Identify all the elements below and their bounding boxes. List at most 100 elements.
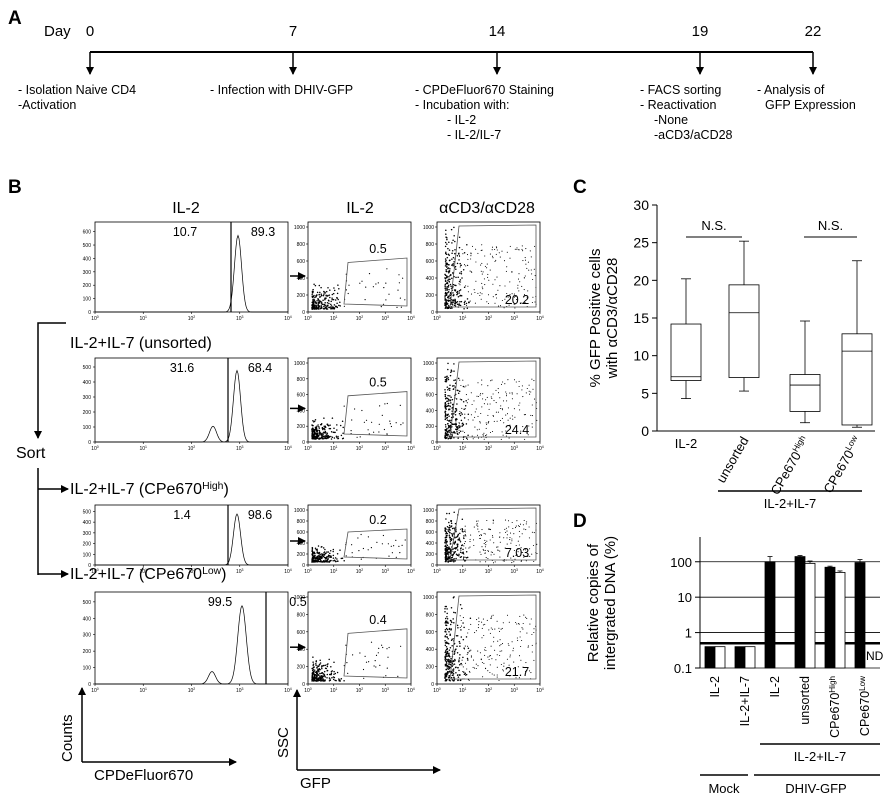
event-dot <box>458 429 460 431</box>
event-dot <box>499 397 501 399</box>
event-dot <box>454 424 457 426</box>
event-dot <box>486 396 488 398</box>
event-dot <box>484 541 487 544</box>
event-dot <box>467 632 469 634</box>
gate-percent: 7.03 <box>505 546 529 560</box>
event-dot <box>489 655 492 657</box>
event-dot <box>445 306 447 308</box>
event-dot <box>317 668 319 670</box>
event-dot <box>481 262 483 264</box>
event-dot <box>326 561 328 563</box>
event-dot <box>481 293 483 295</box>
event-dot <box>317 436 319 438</box>
event-dot <box>485 649 487 652</box>
event-dot <box>459 289 462 291</box>
event-dot <box>336 424 338 426</box>
event-dot <box>451 304 454 306</box>
event-dot <box>455 635 458 637</box>
text-part: 10 <box>236 569 242 575</box>
event-dot <box>476 434 479 436</box>
event-dot <box>526 387 528 390</box>
event-dot <box>529 393 531 395</box>
event-dot <box>315 302 318 305</box>
event-dot <box>460 384 462 387</box>
event-dot <box>471 435 473 437</box>
event-dot <box>459 540 462 543</box>
event-dot <box>447 304 450 307</box>
event-dot <box>445 376 447 378</box>
event-dot <box>312 437 315 440</box>
event-dot <box>325 434 327 437</box>
event-dot <box>324 306 327 309</box>
event-dot <box>519 636 521 638</box>
event-dot <box>330 308 332 310</box>
y-axis-label: with αCD3/αCD28 <box>604 258 621 380</box>
event-dot <box>460 547 462 549</box>
x-tick-label: 100 <box>304 315 312 322</box>
event-dot <box>524 438 526 440</box>
event-dot <box>533 659 535 661</box>
event-dot <box>481 286 483 288</box>
y-tick-label: 400 <box>297 541 306 547</box>
y-tick-label: 100 <box>83 297 92 303</box>
event-dot <box>465 547 467 549</box>
event-dot <box>329 552 331 555</box>
event-dot <box>486 423 488 425</box>
event-dot <box>522 524 524 526</box>
sort-bracket <box>34 322 66 439</box>
event-dot <box>445 251 447 254</box>
event-dot <box>313 298 315 300</box>
event-dot <box>497 546 499 548</box>
event-dot <box>528 537 530 539</box>
event-dot <box>523 528 525 530</box>
x-tick-label: IL-2 <box>768 676 782 698</box>
event-dot <box>461 407 463 409</box>
event-dot <box>451 532 453 535</box>
event-dot <box>517 548 519 550</box>
event-dot <box>446 266 448 268</box>
event-dot <box>483 532 485 534</box>
event-dot <box>445 620 447 623</box>
event-dot <box>499 550 501 552</box>
event-dot <box>491 658 493 660</box>
event-dot <box>467 651 469 654</box>
event-dot <box>323 670 326 673</box>
event-dot <box>506 614 509 616</box>
event-dot <box>458 421 460 424</box>
text-part: 10 <box>91 569 97 575</box>
event-dot <box>342 432 344 434</box>
event-dot <box>446 546 448 548</box>
event-dot <box>311 560 314 562</box>
event-dot <box>504 519 507 521</box>
event-dot <box>337 435 339 438</box>
event-dot <box>506 266 508 268</box>
event-dot <box>478 624 480 626</box>
event-dot <box>514 248 516 250</box>
event-dot <box>328 427 331 430</box>
event-dot <box>345 555 347 557</box>
x-tick-label: 102 <box>356 315 364 322</box>
y-tick-label: 800 <box>426 612 435 618</box>
event-dot <box>487 302 490 305</box>
event-dot <box>521 245 523 247</box>
event-dot <box>446 608 448 610</box>
event-dot <box>477 665 479 667</box>
event-dot <box>454 305 457 307</box>
event-dot <box>386 648 388 650</box>
event-dot <box>320 434 323 436</box>
event-dot <box>326 432 329 435</box>
event-dot <box>472 419 474 421</box>
event-dot <box>451 410 453 412</box>
event-dot <box>462 385 465 388</box>
event-dot <box>311 669 314 672</box>
y-tick-label: 200 <box>83 542 92 548</box>
event-dot <box>512 647 514 649</box>
y-tick-label: 0 <box>302 310 305 316</box>
event-dot <box>474 302 476 304</box>
event-dot <box>518 525 521 528</box>
event-dot <box>482 398 484 400</box>
event-dot <box>356 436 358 438</box>
event-dot <box>484 646 486 649</box>
event-dot <box>321 665 323 667</box>
